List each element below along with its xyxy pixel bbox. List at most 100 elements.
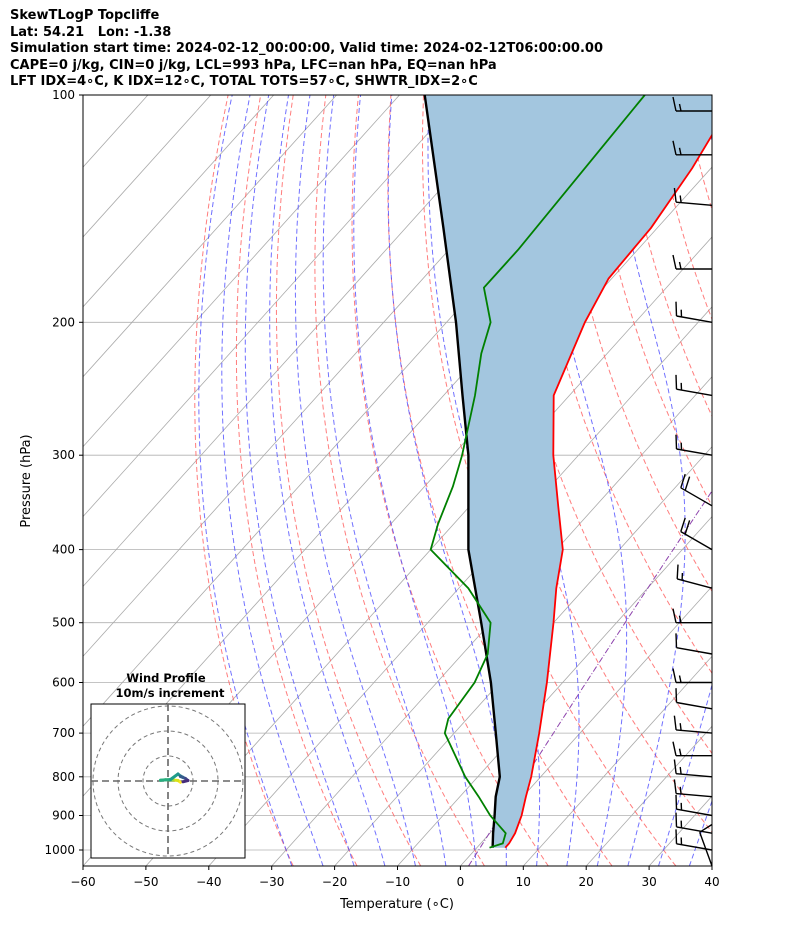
wind-barb-staff (676, 201, 713, 206)
wind-barb-feather (673, 759, 677, 774)
wind-barb (680, 473, 713, 507)
wind-barb-staff (676, 729, 713, 734)
y-tick-label: 500 (52, 616, 75, 630)
isotherm-line (83, 95, 337, 378)
x-axis-label: Temperature (∘C) (339, 897, 454, 912)
wind-barb (672, 96, 712, 112)
convective-parameters: CAPE=0 j/kg, CIN=0 j/kg, LCL=993 hPa, LF… (10, 57, 497, 73)
wind-barb-feather (673, 715, 677, 730)
chart-title: SkewTLogP Topcliffe (10, 8, 160, 23)
y-tick-label: 200 (52, 315, 75, 329)
wind-barb-feather (675, 374, 678, 390)
wind-barb-feather (672, 608, 677, 623)
wind-barb (675, 829, 713, 851)
hodograph-trace-segment (181, 779, 190, 784)
wind-barb-staff (677, 578, 713, 589)
y-tick-label: 300 (52, 448, 75, 462)
x-tick-label: −30 (259, 875, 284, 889)
x-tick-label: 0 (457, 875, 465, 889)
wind-barb (675, 633, 713, 655)
wind-barb-feather (675, 688, 678, 703)
wind-barb-feather (680, 473, 686, 489)
y-tick-label: 800 (52, 770, 75, 784)
wind-barb (672, 608, 712, 624)
wind-barb-staff (676, 792, 713, 798)
hodograph-trace-segment (169, 772, 180, 781)
wind-barb-half-feather (678, 615, 682, 623)
isotherm-line (83, 95, 526, 588)
wind-barb (675, 794, 713, 817)
wind-barb-staff (676, 808, 713, 817)
moist-adiabat-line (269, 95, 386, 866)
location-coordinates: Lat: 54.21 Lon: -1.38 (10, 24, 172, 40)
isotherm-line (523, 655, 712, 866)
x-axis: −60 −50 −40 −30 −20 −10 0 10 20 30 40 (70, 866, 720, 889)
x-tick-label: 30 (641, 875, 656, 889)
wind-barb (680, 517, 713, 551)
wind-barb-half-feather (679, 723, 682, 731)
wind-barb-staff (676, 388, 713, 397)
wind-barb-staff (676, 773, 713, 778)
isotherm-line (83, 95, 400, 448)
x-tick-label: −20 (322, 875, 347, 889)
wind-barb (675, 301, 713, 323)
moist-adiabat-line (244, 95, 355, 866)
wind-barb-feather (675, 633, 678, 648)
dry-adiabat-line (275, 95, 422, 866)
wind-barb-feather (675, 794, 678, 810)
moist-adiabat-line (531, 95, 628, 866)
plot-area (83, 95, 794, 866)
wind-barb-half-feather (678, 103, 682, 112)
wind-barb-staff (676, 701, 713, 710)
moist-adiabat-line (322, 95, 447, 866)
wind-barb-half-feather (679, 786, 682, 795)
wind-barb-staff (680, 487, 713, 507)
wind-barb (675, 688, 713, 710)
isotherm-line (711, 865, 712, 866)
dry-adiabat-line (683, 95, 712, 212)
wind-barb-half-feather (679, 195, 682, 203)
isotherm-line (83, 95, 463, 518)
simulation-times: Simulation start time: 2024-02-12_00:00:… (10, 41, 603, 56)
temperature-profile-line (504, 133, 712, 849)
y-tick-label: 1000 (44, 843, 75, 857)
wind-barb (673, 759, 713, 778)
moist-adiabat-line (658, 95, 712, 866)
isotherm-line (460, 585, 712, 866)
dry-adiabat-line (717, 95, 794, 866)
wind-barb-staff (680, 530, 713, 551)
moist-adiabat-line (198, 95, 293, 866)
y-tick-label: 900 (52, 809, 75, 823)
isotherm-line (585, 725, 712, 866)
wind-barb-feather (672, 254, 677, 270)
wind-barb-feather (672, 668, 677, 683)
cin-shaded-area (424, 95, 712, 848)
wind-barb-feather (675, 829, 678, 844)
x-tick-label: −40 (196, 875, 221, 889)
x-tick-label: 40 (704, 875, 719, 889)
wind-barb-feather (680, 517, 686, 532)
wind-barb-half-feather (679, 766, 682, 775)
hodograph-plot (91, 704, 245, 858)
wind-barb (675, 374, 713, 397)
wind-barb (673, 715, 713, 734)
wind-barb-feather (676, 564, 679, 579)
wind-barb-staff (676, 448, 713, 456)
moist-adiabat-line (353, 95, 477, 866)
dry-adiabat-line (520, 95, 712, 675)
wind-barb-staff (676, 647, 713, 655)
wind-barbs (672, 96, 713, 867)
wind-barb-half-feather (678, 748, 682, 756)
chart-header: SkewTLogP Topcliffe Lat: 54.21 Lon: -1.3… (10, 8, 603, 91)
wind-barb (672, 140, 712, 156)
y-axis: 100 200 300 400 500 600 700 800 900 1000 (44, 88, 83, 857)
wind-barb-half-feather (678, 675, 682, 683)
wind-barb (673, 187, 713, 206)
wind-barb-feather (673, 779, 677, 794)
isotherm-line (271, 376, 712, 866)
moist-adiabat-line (294, 95, 416, 866)
wind-barb-feather (673, 187, 677, 203)
dewpoint-profile-line (429, 95, 646, 849)
wind-barb (672, 254, 712, 270)
